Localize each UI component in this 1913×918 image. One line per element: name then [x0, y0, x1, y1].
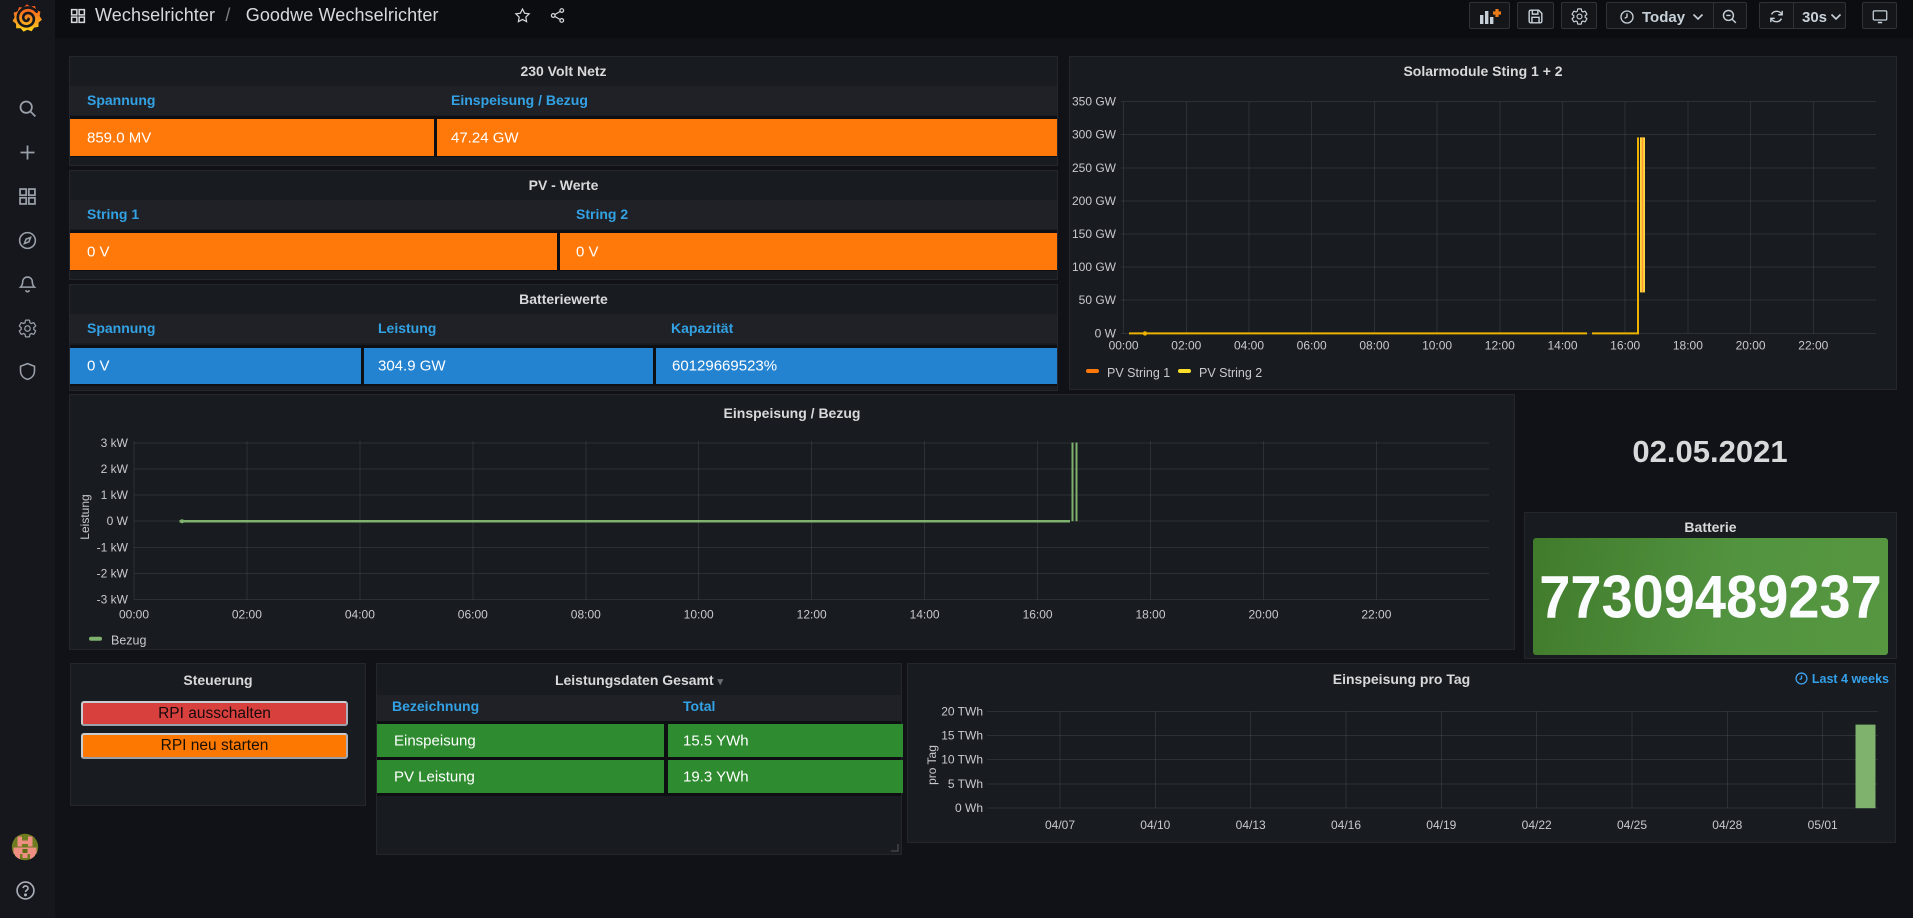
svg-text:150 GW: 150 GW — [1072, 227, 1117, 241]
svg-text:08:00: 08:00 — [1359, 339, 1389, 353]
svg-text:04/07: 04/07 — [1045, 818, 1075, 832]
svg-text:20 TWh: 20 TWh — [941, 704, 983, 718]
svg-text:Bezug: Bezug — [111, 634, 146, 648]
svg-text:0 W: 0 W — [107, 514, 129, 528]
svg-text:200 GW: 200 GW — [1072, 194, 1117, 208]
svg-text:18:00: 18:00 — [1135, 608, 1165, 622]
svg-text:04/10: 04/10 — [1140, 818, 1170, 832]
svg-text:00:00: 00:00 — [119, 608, 149, 622]
svg-text:02:00: 02:00 — [232, 608, 262, 622]
svg-text:1 kW: 1 kW — [101, 488, 129, 502]
svg-text:16:00: 16:00 — [1610, 339, 1640, 353]
svg-text:250 GW: 250 GW — [1072, 161, 1117, 175]
svg-text:-3 kW: -3 kW — [97, 592, 129, 606]
svg-text:3 kW: 3 kW — [101, 436, 129, 450]
svg-text:20:00: 20:00 — [1736, 339, 1766, 353]
svg-text:PV String 2: PV String 2 — [1199, 366, 1262, 380]
svg-text:22:00: 22:00 — [1361, 608, 1391, 622]
svg-text:14:00: 14:00 — [910, 608, 940, 622]
svg-text:14:00: 14:00 — [1547, 339, 1577, 353]
svg-text:12:00: 12:00 — [797, 608, 827, 622]
svg-text:100 GW: 100 GW — [1072, 260, 1117, 274]
svg-text:16:00: 16:00 — [1023, 608, 1053, 622]
svg-text:18:00: 18:00 — [1673, 339, 1703, 353]
svg-text:PV String 1: PV String 1 — [1107, 366, 1170, 380]
svg-text:50 GW: 50 GW — [1079, 293, 1117, 307]
svg-text:12:00: 12:00 — [1485, 339, 1515, 353]
svg-text:04/25: 04/25 — [1617, 818, 1647, 832]
svg-text:04:00: 04:00 — [345, 608, 375, 622]
svg-text:10:00: 10:00 — [684, 608, 714, 622]
svg-text:04/19: 04/19 — [1426, 818, 1456, 832]
svg-text:-2 kW: -2 kW — [97, 566, 129, 580]
svg-text:5 TWh: 5 TWh — [948, 777, 983, 791]
svg-text:04/13: 04/13 — [1236, 818, 1266, 832]
svg-text:02:00: 02:00 — [1171, 339, 1201, 353]
svg-text:04/22: 04/22 — [1522, 818, 1552, 832]
svg-text:350 GW: 350 GW — [1072, 95, 1117, 109]
svg-text:20:00: 20:00 — [1248, 608, 1278, 622]
svg-text:pro Tag: pro Tag — [925, 745, 939, 785]
svg-text:06:00: 06:00 — [458, 608, 488, 622]
svg-text:06:00: 06:00 — [1297, 339, 1327, 353]
svg-text:08:00: 08:00 — [571, 608, 601, 622]
svg-text:0 Wh: 0 Wh — [955, 801, 983, 815]
svg-text:04/28: 04/28 — [1712, 818, 1742, 832]
svg-text:15 TWh: 15 TWh — [941, 729, 983, 743]
svg-text:300 GW: 300 GW — [1072, 128, 1117, 142]
svg-text:05/01: 05/01 — [1808, 818, 1838, 832]
svg-text:0 W: 0 W — [1095, 326, 1117, 340]
svg-text:04/16: 04/16 — [1331, 818, 1361, 832]
svg-text:10 TWh: 10 TWh — [941, 753, 983, 767]
svg-text:-1 kW: -1 kW — [97, 540, 129, 554]
svg-text:04:00: 04:00 — [1234, 339, 1264, 353]
svg-text:Leistung: Leistung — [78, 494, 92, 539]
svg-text:00:00: 00:00 — [1109, 339, 1139, 353]
svg-text:10:00: 10:00 — [1422, 339, 1452, 353]
svg-text:22:00: 22:00 — [1798, 339, 1828, 353]
svg-text:2 kW: 2 kW — [101, 462, 129, 476]
